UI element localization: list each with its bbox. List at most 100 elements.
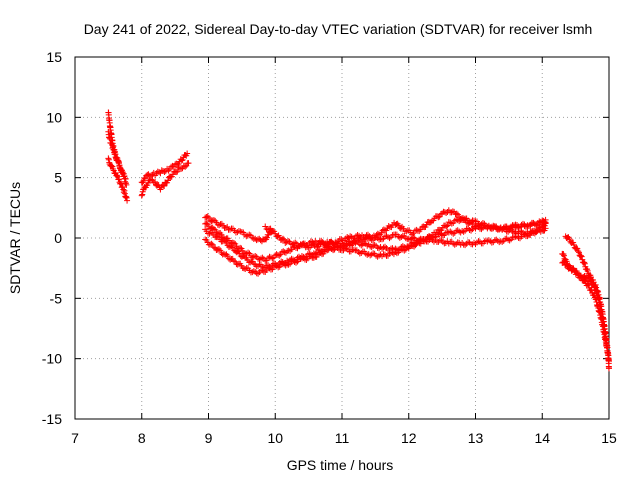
data-point xyxy=(206,230,213,237)
data-point xyxy=(174,168,181,175)
data-point xyxy=(161,183,168,190)
data-point xyxy=(274,251,281,258)
x-axis-label: GPS time / hours xyxy=(287,457,394,473)
y-tick-label: 10 xyxy=(46,109,62,125)
data-point xyxy=(230,239,237,246)
data-point xyxy=(254,236,261,243)
y-tick-label: 15 xyxy=(46,49,62,65)
data-point xyxy=(577,252,584,259)
data-point xyxy=(454,211,461,218)
data-point xyxy=(298,241,305,248)
data-point xyxy=(234,261,241,268)
data-point xyxy=(116,176,123,183)
data-point xyxy=(338,236,345,243)
data-point xyxy=(247,259,254,266)
data-point xyxy=(356,232,363,239)
data-point xyxy=(362,250,369,257)
series-arc-9 xyxy=(202,215,549,272)
x-tick-label: 14 xyxy=(534,430,550,446)
data-point xyxy=(291,257,298,264)
data-point xyxy=(376,252,383,259)
data-point xyxy=(466,220,473,226)
data-point xyxy=(382,251,389,258)
data-point xyxy=(487,238,494,245)
data-point xyxy=(341,245,348,252)
data-point xyxy=(209,241,216,248)
data-point xyxy=(203,214,210,221)
y-tick-label: -5 xyxy=(50,290,63,306)
data-point xyxy=(214,246,221,253)
data-point xyxy=(443,223,450,230)
data-point xyxy=(152,178,159,185)
data-point xyxy=(259,254,266,261)
data-point xyxy=(425,233,432,240)
data-point xyxy=(237,228,244,235)
data-point xyxy=(300,253,307,260)
data-point xyxy=(575,271,582,278)
data-point xyxy=(371,241,378,248)
data-point xyxy=(403,228,410,235)
data-point xyxy=(214,233,221,240)
data-point xyxy=(138,192,145,199)
data-point xyxy=(210,226,217,233)
data-point xyxy=(255,262,262,269)
data-point xyxy=(453,240,460,247)
data-point xyxy=(473,239,480,246)
data-point xyxy=(301,254,308,261)
data-point xyxy=(411,243,418,250)
data-point xyxy=(444,222,451,229)
data-point xyxy=(542,225,549,232)
data-point xyxy=(531,230,538,237)
data-point xyxy=(368,251,375,258)
data-point xyxy=(530,229,537,236)
data-point xyxy=(442,239,449,246)
data-point xyxy=(316,246,323,253)
data-point xyxy=(606,365,612,372)
data-points xyxy=(105,109,612,372)
data-point xyxy=(376,245,383,252)
data-point xyxy=(574,245,581,252)
data-point xyxy=(259,263,266,270)
data-point xyxy=(204,221,211,228)
data-point xyxy=(310,250,317,257)
data-point xyxy=(318,241,325,248)
data-point xyxy=(272,260,279,267)
data-point xyxy=(505,236,512,243)
data-point xyxy=(457,229,464,236)
y-axis: 15 10 5 0 -5 -10 -15 xyxy=(42,49,609,427)
data-point xyxy=(575,248,582,255)
data-point xyxy=(142,175,149,182)
data-point xyxy=(123,181,130,188)
data-point xyxy=(323,242,330,249)
x-axis: 7 8 9 10 11 12 13 14 15 xyxy=(71,57,617,446)
data-point xyxy=(165,167,172,174)
data-point xyxy=(178,157,185,164)
series-arc-1 xyxy=(105,109,129,182)
y-tick-label: 5 xyxy=(54,170,62,186)
x-tick-label: 12 xyxy=(401,430,417,446)
data-point xyxy=(114,173,121,180)
data-point xyxy=(450,230,457,237)
series-arc-2 xyxy=(105,155,131,204)
data-point xyxy=(402,235,409,242)
data-point xyxy=(570,241,577,248)
data-point xyxy=(591,283,598,290)
series-arc-4 xyxy=(138,150,191,186)
x-tick-label: 15 xyxy=(601,430,617,446)
data-point xyxy=(447,219,454,226)
data-point xyxy=(216,222,223,229)
data-point xyxy=(224,253,231,260)
data-point xyxy=(245,249,252,256)
data-point xyxy=(252,252,259,259)
data-point xyxy=(242,265,249,272)
data-point xyxy=(587,277,594,284)
data-point xyxy=(164,177,171,184)
data-point xyxy=(442,230,449,237)
data-point xyxy=(114,155,121,162)
data-point xyxy=(361,240,368,247)
data-point xyxy=(330,240,337,247)
data-point xyxy=(227,243,234,250)
data-point xyxy=(224,223,231,230)
data-point xyxy=(179,156,186,163)
data-point xyxy=(493,236,500,243)
